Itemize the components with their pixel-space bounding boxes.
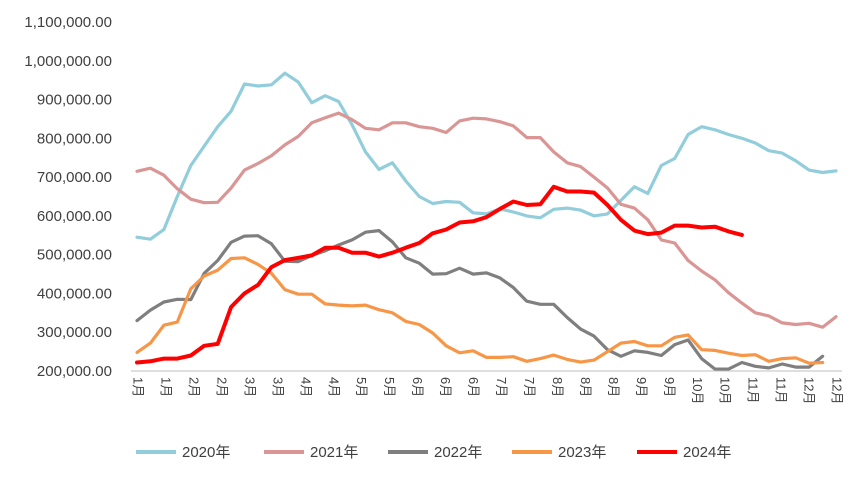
x-tick-label: 12月 (830, 377, 845, 404)
x-tick-label: 4月 (298, 377, 313, 397)
x-tick-label: 11月 (774, 377, 789, 404)
legend-label: 2024年 (683, 444, 731, 461)
y-tick-label: 400,000.00 (37, 285, 112, 302)
x-tick-label: 6月 (438, 377, 453, 397)
series-line-0 (135, 71, 838, 241)
x-tick-label: 3月 (270, 377, 285, 397)
x-tick-label: 5月 (382, 377, 397, 397)
series-line-2 (135, 229, 825, 371)
x-tick-label: 1月 (131, 377, 146, 397)
x-tick-label: 1月 (159, 377, 174, 397)
x-tick-label: 2月 (186, 377, 201, 397)
x-tick-label: 2月 (214, 377, 229, 397)
y-tick-label: 600,000.00 (37, 208, 112, 225)
legend-label: 2020年 (182, 444, 230, 461)
y-tick-label: 800,000.00 (37, 130, 112, 147)
x-tick-label: 9月 (662, 377, 677, 397)
x-tick-label: 8月 (606, 377, 621, 397)
plot-series-lines (135, 71, 838, 371)
x-tick-label: 5月 (354, 377, 369, 397)
x-tick-label: 6月 (466, 377, 481, 397)
x-tick-label: 10月 (718, 377, 733, 404)
y-tick-label: 1,100,000.00 (24, 14, 112, 31)
legend: 2020年 2021年 2022年 2023年 2024年 (136, 444, 731, 461)
x-tick-label: 12月 (802, 377, 817, 404)
x-tick-label: 10月 (690, 377, 705, 404)
legend-label: 2023年 (558, 444, 606, 461)
x-tick-label: 11月 (746, 377, 761, 404)
x-tick-label: 7月 (522, 377, 537, 397)
y-tick-label: 700,000.00 (37, 169, 112, 186)
x-tick-label: 4月 (326, 377, 341, 397)
x-tick-label: 3月 (242, 377, 257, 397)
y-axis-tick-labels: 200,000.00 300,000.00 400,000.00 500,000.00… (24, 14, 112, 380)
series-line-1 (135, 111, 838, 329)
y-tick-label: 900,000.00 (37, 92, 112, 109)
y-tick-label: 500,000.00 (37, 247, 112, 264)
x-axis-tick-labels: 1月 1月 2月 2月 3月 3月 4月 4月 5月 5月 6月 6月 6月 7月 7月 8月 8月 8月 9月 9月… (131, 377, 845, 404)
series-line-4 (135, 184, 744, 365)
y-tick-label: 200,000.00 (37, 363, 112, 380)
x-tick-label: 7月 (494, 377, 509, 397)
legend-label: 2021年 (310, 444, 358, 461)
x-tick-label: 6月 (410, 377, 425, 397)
series-line-3 (135, 256, 825, 365)
x-tick-label: 9月 (634, 377, 649, 397)
legend-label: 2022年 (434, 444, 482, 461)
y-tick-label: 1,000,000.00 (24, 53, 112, 70)
y-tick-label: 300,000.00 (37, 324, 112, 341)
x-tick-label: 8月 (550, 377, 565, 397)
x-tick-label: 8月 (578, 377, 593, 397)
